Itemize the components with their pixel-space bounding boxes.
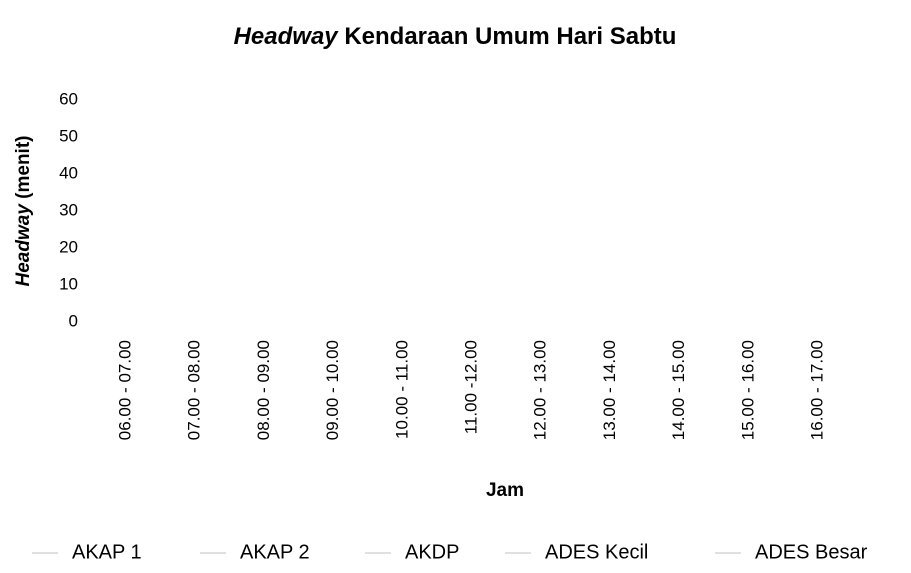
x-tick-label: 16.00 - 17.00 — [807, 340, 826, 440]
y-label-emphasis: Headway — [13, 203, 34, 287]
y-tick-label: 40 — [59, 163, 78, 182]
y-tick-label: 10 — [59, 274, 78, 293]
y-tick-label: 20 — [59, 237, 78, 256]
y-tick-label: 50 — [59, 126, 78, 145]
y-tick-label: 60 — [59, 89, 78, 108]
chart-title: Headway Kendaraan Umum Hari Sabtu — [234, 23, 677, 50]
x-tick-label: 09.00 - 10.00 — [323, 340, 342, 440]
y-axis-label: Headway (menit) — [13, 136, 34, 287]
legend-label: ADES Kecil — [545, 541, 648, 563]
x-tick-label: 15.00 - 16.00 — [738, 340, 757, 440]
x-tick-label: 14.00 - 15.00 — [669, 340, 688, 440]
y-tick-label: 0 — [69, 311, 78, 330]
legend-label: AKDP — [405, 541, 459, 563]
legend-label: ADES Besar — [755, 541, 868, 563]
x-tick-label: 12.00 - 13.00 — [531, 340, 550, 440]
legend-label: AKAP 2 — [240, 541, 310, 563]
title-emphasis: Headway — [234, 23, 340, 50]
x-tick-label: 10.00 - 11.00 — [392, 340, 411, 439]
title-text: Kendaraan Umum Hari Sabtu — [344, 23, 676, 50]
x-tick-label: 08.00 - 09.00 — [254, 340, 273, 440]
y-label-text: (menit) — [13, 136, 34, 199]
legend-label: AKAP 1 — [72, 541, 142, 563]
y-tick-label: 30 — [59, 200, 78, 219]
x-tick-label: 06.00 - 07.00 — [115, 340, 134, 440]
x-axis-label: Jam — [486, 480, 524, 501]
x-tick-label: 07.00 - 08.00 — [185, 340, 204, 440]
x-tick-label: 13.00 - 14.00 — [600, 340, 619, 440]
x-tick-label: 11.00 -12.00 — [461, 340, 480, 434]
